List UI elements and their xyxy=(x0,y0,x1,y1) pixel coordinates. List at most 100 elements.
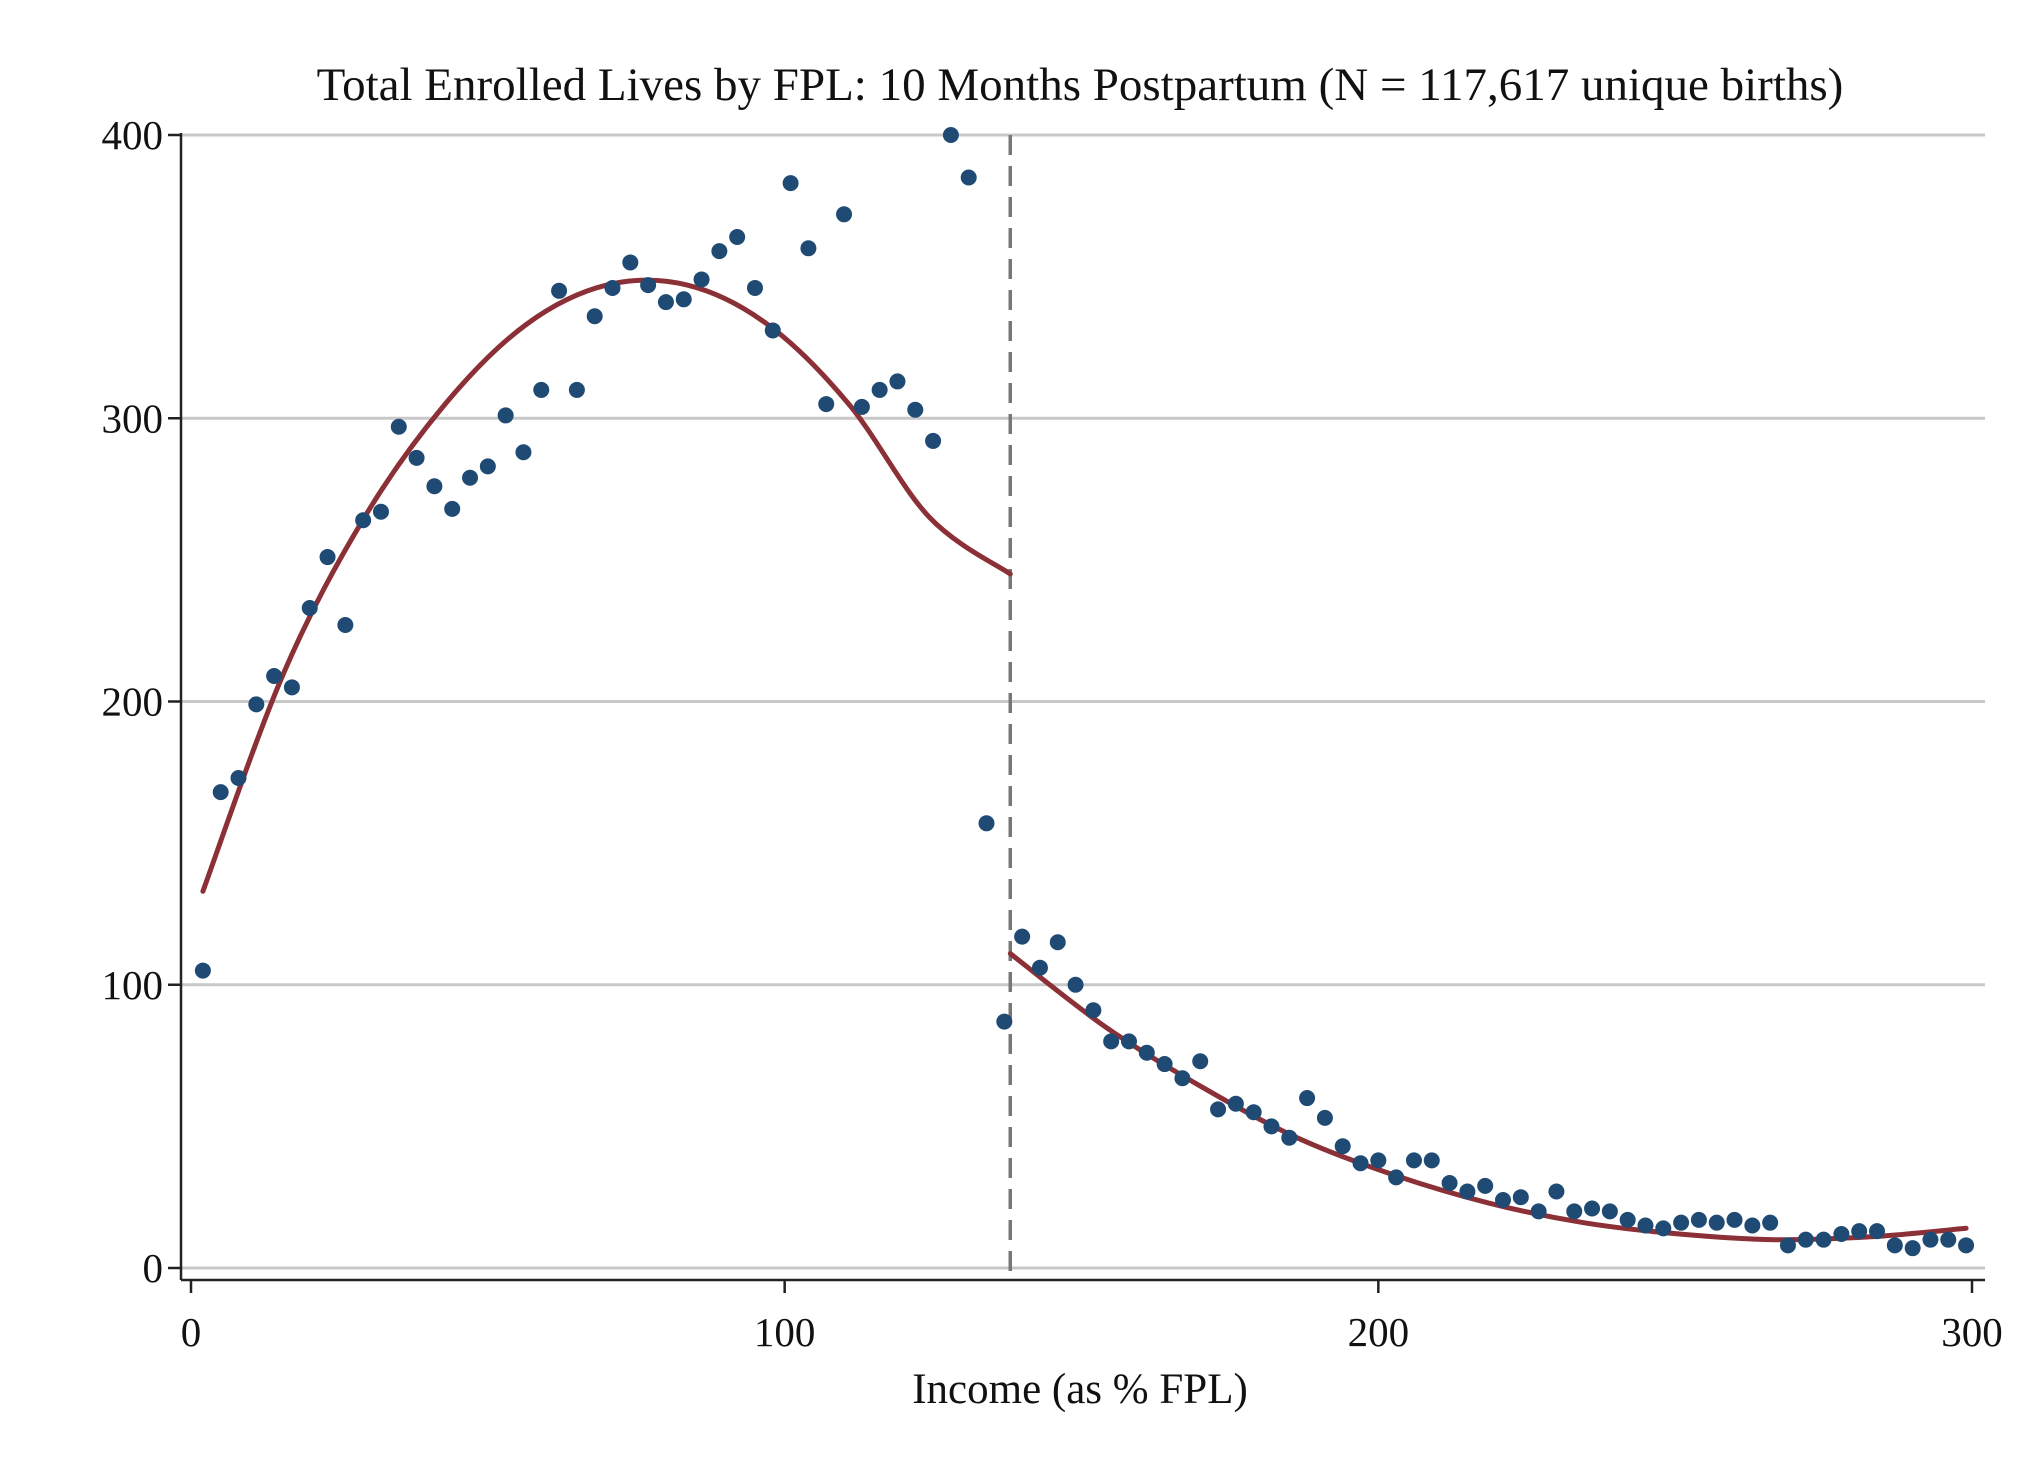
data-point xyxy=(1423,1152,1440,1169)
data-point xyxy=(1584,1200,1601,1217)
data-point xyxy=(1192,1053,1209,1070)
data-point xyxy=(1477,1177,1494,1194)
data-point xyxy=(1049,934,1066,951)
data-point xyxy=(426,478,443,495)
y-tick-label-300: 300 xyxy=(102,395,164,441)
data-point xyxy=(230,769,247,786)
data-point xyxy=(1299,1090,1316,1107)
data-point xyxy=(978,815,995,832)
data-point xyxy=(1103,1033,1120,1050)
data-point xyxy=(462,469,479,486)
axes: 0 100 200 300 400 0 100 200 300 xyxy=(102,112,2003,1355)
data-point xyxy=(1922,1231,1939,1248)
chart-title: Total Enrolled Lives by FPL: 10 Months P… xyxy=(317,59,1844,111)
data-point xyxy=(675,291,692,308)
data-point xyxy=(390,418,407,435)
data-point xyxy=(1495,1192,1512,1209)
x-tick-label-200: 200 xyxy=(1348,1309,1410,1355)
fit-curve-left xyxy=(200,277,1013,894)
data-point xyxy=(1512,1189,1529,1206)
data-point xyxy=(1227,1095,1244,1112)
data-point xyxy=(1316,1109,1333,1126)
data-point xyxy=(1655,1220,1672,1237)
x-tick-label-0: 0 xyxy=(181,1309,202,1355)
data-point xyxy=(1014,928,1031,945)
x-tick-label-300: 300 xyxy=(1941,1309,2003,1355)
data-point xyxy=(889,373,906,390)
data-point xyxy=(1958,1237,1975,1254)
data-point xyxy=(1405,1152,1422,1169)
data-point xyxy=(266,668,283,685)
data-point xyxy=(1601,1203,1618,1220)
y-tick-label-0: 0 xyxy=(143,1245,164,1291)
y-tick-label-400: 400 xyxy=(102,112,164,158)
data-point xyxy=(1263,1118,1280,1135)
data-point xyxy=(996,1013,1013,1030)
data-point xyxy=(551,282,568,299)
data-point xyxy=(729,228,746,245)
data-point xyxy=(818,396,835,413)
y-tick-label-200: 200 xyxy=(102,679,164,725)
data-point xyxy=(1797,1231,1814,1248)
data-point xyxy=(907,401,924,418)
data-point xyxy=(1459,1183,1476,1200)
data-point xyxy=(1762,1214,1779,1231)
data-point xyxy=(248,696,265,713)
data-point xyxy=(1886,1237,1903,1254)
data-point xyxy=(836,206,853,223)
data-point xyxy=(1708,1214,1725,1231)
data-point xyxy=(301,600,318,617)
data-point xyxy=(1940,1231,1957,1248)
data-point xyxy=(1530,1203,1547,1220)
data-point xyxy=(444,500,461,517)
data-point xyxy=(533,381,550,398)
data-point xyxy=(622,254,639,271)
data-point xyxy=(1245,1104,1262,1121)
data-point xyxy=(1566,1203,1583,1220)
data-point xyxy=(1067,976,1084,993)
data-point xyxy=(1031,959,1048,976)
data-point xyxy=(800,240,817,257)
data-point xyxy=(764,322,781,339)
data-point xyxy=(1744,1217,1761,1234)
data-point xyxy=(1673,1214,1690,1231)
data-point xyxy=(925,432,942,449)
data-point xyxy=(319,549,336,566)
data-point xyxy=(1869,1223,1886,1240)
data-point xyxy=(657,294,674,311)
data-point xyxy=(1548,1183,1565,1200)
data-point xyxy=(1833,1226,1850,1243)
data-point xyxy=(1174,1070,1191,1087)
data-point xyxy=(283,679,300,696)
data-point xyxy=(1619,1211,1636,1228)
data-point xyxy=(1370,1152,1387,1169)
data-point xyxy=(1779,1237,1796,1254)
data-point xyxy=(337,617,354,634)
data-point xyxy=(960,169,977,186)
data-point xyxy=(1138,1044,1155,1061)
data-point xyxy=(408,449,425,466)
data-point xyxy=(1726,1211,1743,1228)
data-point xyxy=(194,962,211,979)
data-point xyxy=(1210,1101,1227,1118)
data-point xyxy=(515,444,532,461)
data-points xyxy=(194,127,1975,1257)
data-point xyxy=(1690,1211,1707,1228)
data-point xyxy=(1120,1033,1137,1050)
data-point xyxy=(604,279,621,296)
data-point xyxy=(568,381,585,398)
data-point xyxy=(1156,1056,1173,1073)
data-point xyxy=(853,398,870,415)
data-point xyxy=(711,243,728,260)
data-point xyxy=(1637,1217,1654,1234)
data-point xyxy=(1281,1129,1298,1146)
data-point xyxy=(640,277,657,294)
data-point xyxy=(1334,1138,1351,1155)
data-point xyxy=(372,503,389,520)
data-point xyxy=(479,458,496,475)
y-tick-label-100: 100 xyxy=(102,962,164,1008)
data-point xyxy=(355,512,372,529)
data-point xyxy=(212,784,229,801)
data-point xyxy=(497,407,514,424)
